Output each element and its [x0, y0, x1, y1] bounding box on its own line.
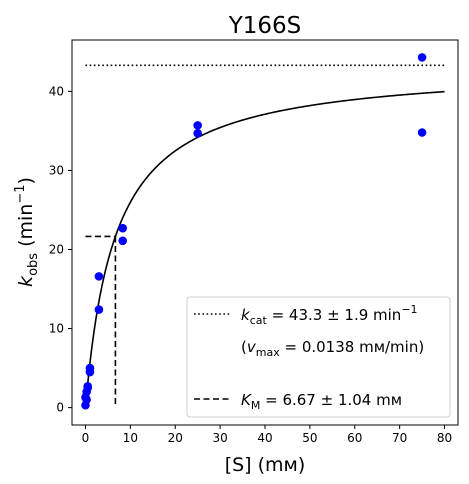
x-tick-label: 80 [437, 431, 452, 445]
data-point [417, 128, 427, 137]
y-axis-label-superscript: −1 [13, 184, 28, 203]
y-tick-label: 20 [49, 242, 64, 256]
x-tick-label: 40 [257, 431, 272, 445]
y-axis-label-symbol: k [15, 275, 37, 287]
y-tick-label: 10 [49, 322, 64, 336]
x-tick-label: 20 [168, 431, 183, 445]
legend-kcat-label: kcat = 43.3 ± 1.9 min−1 [241, 303, 418, 327]
x-tick-label: 0 [82, 431, 90, 445]
data-point [118, 223, 128, 233]
y-axis-label-close: ) [15, 177, 37, 184]
data-point [94, 272, 104, 281]
x-tick-label: 10 [123, 431, 138, 445]
data-point [193, 121, 202, 130]
data-point [94, 305, 104, 314]
plot-area: 0 10 20 30 40 50 60 70 80 0 10 20 30 40 [49, 39, 459, 445]
x-tick-label: 30 [212, 431, 227, 445]
y-axis-label-subscript: obs [26, 253, 41, 276]
y-tick-label: 0 [56, 401, 64, 415]
data-point [83, 381, 93, 391]
y-axis-ticks: 0 10 20 30 40 [49, 84, 72, 415]
x-axis-ticks: 0 10 20 30 40 50 60 70 80 [82, 425, 452, 445]
legend-km-label: KM = 6.67 ± 1.04 mм [241, 391, 402, 412]
x-axis-label: [S] (mм) [225, 454, 306, 476]
legend: kcat = 43.3 ± 1.9 min−1 (vmax = 0.0138 m… [186, 296, 451, 418]
y-tick-label: 40 [49, 84, 64, 98]
data-point [193, 128, 202, 138]
x-tick-label: 50 [302, 431, 317, 445]
y-axis-label-unit: (min [15, 204, 37, 253]
fit-curve [84, 90, 445, 408]
reference-lines [85, 64, 445, 408]
legend-box [186, 296, 451, 418]
y-axis-label: kobs (min−1) [13, 177, 41, 287]
y-tick-label: 30 [49, 163, 64, 177]
legend-vmax-label: (vmax = 0.0138 mм/min) [241, 338, 424, 359]
x-tick-label: 60 [347, 431, 362, 445]
data-point [118, 236, 128, 246]
chart-title: Y166S [228, 13, 302, 39]
x-tick-label: 70 [392, 431, 407, 445]
data-point [85, 363, 95, 373]
data-points [81, 53, 427, 410]
data-point [82, 395, 91, 405]
data-point [417, 53, 427, 62]
